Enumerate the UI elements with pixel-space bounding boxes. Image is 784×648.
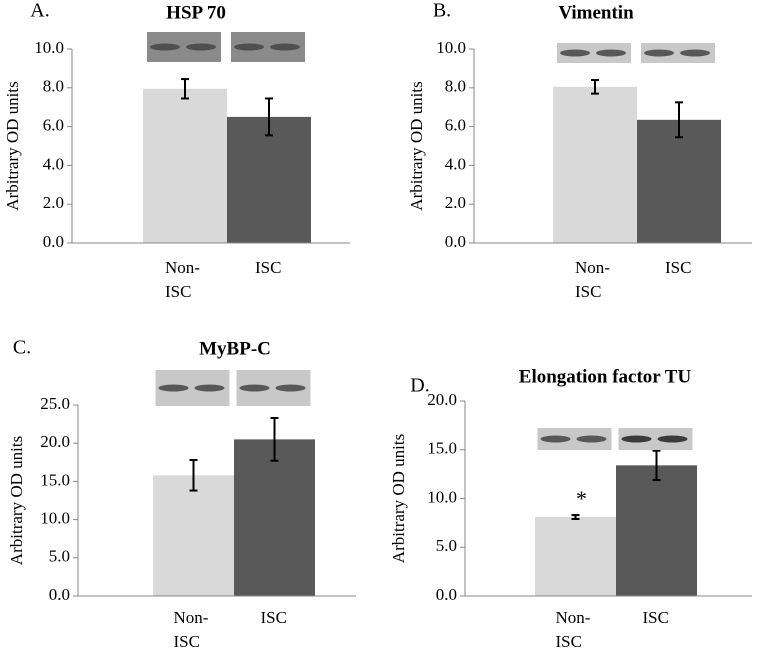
blot-band xyxy=(644,49,674,57)
y-tick-label: 15.0 xyxy=(40,470,70,489)
y-tick-label: 0.0 xyxy=(445,232,466,251)
blot-band xyxy=(576,435,607,443)
bar xyxy=(553,86,637,243)
panel-label: D. xyxy=(410,375,429,397)
bar xyxy=(616,465,697,596)
blot-band xyxy=(621,435,652,443)
bar xyxy=(234,439,315,596)
blot-band xyxy=(540,435,571,443)
y-tick-label: 15.0 xyxy=(427,439,457,458)
bar xyxy=(143,88,227,244)
panel-label: B. xyxy=(433,0,451,22)
blot-band xyxy=(158,384,189,392)
blot-band xyxy=(680,49,710,57)
y-tick-label: 5.0 xyxy=(436,536,457,555)
y-tick-label: 6.0 xyxy=(43,116,64,135)
y-axis-label: Arbitrary OD units xyxy=(389,434,408,563)
y-tick-label: 20.0 xyxy=(40,432,70,451)
y-tick-label: 8.0 xyxy=(43,77,64,96)
chart-title: Elongation factor TU xyxy=(519,366,692,387)
y-tick-label: 10.0 xyxy=(436,38,466,57)
bar xyxy=(153,475,234,596)
blot xyxy=(641,43,715,63)
y-tick-label: 2.0 xyxy=(445,193,466,212)
blot-band xyxy=(596,49,626,57)
blot-band xyxy=(657,435,688,443)
y-tick-label: 4.0 xyxy=(445,154,466,173)
y-tick-label: 0.0 xyxy=(43,232,64,251)
y-axis-label: Arbitrary OD units xyxy=(407,81,426,210)
chart-title: HSP 70 xyxy=(166,2,226,23)
x-tick-label: ISC xyxy=(665,258,692,277)
blot-band xyxy=(239,384,270,392)
y-tick-label: 10.0 xyxy=(427,487,457,506)
y-tick-label: 4.0 xyxy=(43,154,64,173)
blot-band xyxy=(275,384,306,392)
x-tick-label: Non-ISC xyxy=(575,258,610,301)
y-tick-label: 2.0 xyxy=(43,193,64,212)
error-bar xyxy=(265,97,273,137)
panel-label: A. xyxy=(30,0,49,22)
annotation: * xyxy=(576,486,587,511)
blot-band xyxy=(186,43,216,51)
chart-title: MyBP-C xyxy=(199,338,271,359)
y-tick-label: 5.0 xyxy=(49,547,70,566)
x-tick-label: Non-ISC xyxy=(165,258,200,301)
y-tick-label: 20.0 xyxy=(427,390,457,409)
blot-band xyxy=(234,43,264,51)
blot-band xyxy=(270,43,300,51)
blot-band xyxy=(560,49,590,57)
blot xyxy=(537,428,612,450)
y-tick-label: 6.0 xyxy=(445,116,466,135)
y-tick-label: 0.0 xyxy=(49,585,70,604)
panel-label: C. xyxy=(13,337,31,359)
x-tick-label: ISC xyxy=(255,258,282,277)
bar xyxy=(227,116,311,243)
blot xyxy=(618,428,693,450)
error-bar xyxy=(675,101,683,139)
error-bar xyxy=(181,78,189,100)
y-axis-label: Arbitrary OD units xyxy=(3,81,22,210)
y-tick-label: 8.0 xyxy=(445,77,466,96)
error-bar xyxy=(189,459,198,492)
x-tick-label: Non-ISC xyxy=(173,608,209,648)
blot xyxy=(557,43,631,63)
error-bar xyxy=(571,514,580,520)
y-tick-label: 25.0 xyxy=(40,394,70,413)
y-axis-label: Arbitrary OD units xyxy=(7,436,26,565)
bar xyxy=(535,517,616,596)
error-bar xyxy=(591,79,599,95)
x-tick-label: Non-ISC xyxy=(555,608,591,648)
y-tick-label: 10.0 xyxy=(34,38,64,57)
bar xyxy=(637,119,721,243)
y-tick-label: 0.0 xyxy=(436,585,457,604)
chart-title: Vimentin xyxy=(558,2,634,23)
blot-band xyxy=(150,43,180,51)
y-tick-label: 10.0 xyxy=(40,509,70,528)
x-tick-label: ISC xyxy=(642,608,669,627)
x-tick-label: ISC xyxy=(260,608,287,627)
error-bar xyxy=(652,449,661,481)
error-bar xyxy=(270,416,279,462)
blot-band xyxy=(194,384,225,392)
